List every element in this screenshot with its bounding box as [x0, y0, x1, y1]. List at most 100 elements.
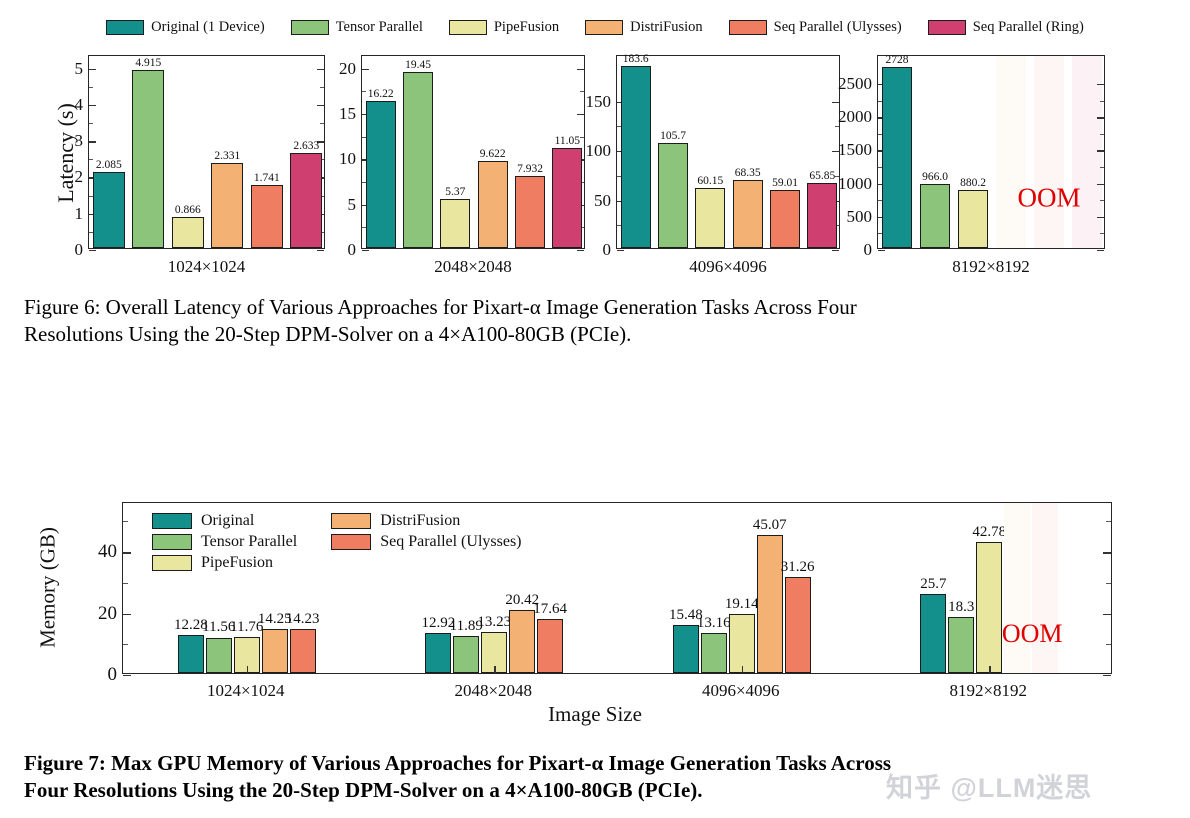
- legend-item-0[interactable]: Original: [152, 512, 297, 530]
- y-tick-label: 1000: [838, 173, 872, 193]
- bar-Tensor Parallel-4096×4096: [700, 632, 727, 673]
- legend-item-3[interactable]: Seq Parallel (Ulysses): [331, 533, 522, 551]
- y-tick-label: 20: [98, 602, 117, 624]
- legend-item-0[interactable]: Original (1 Device): [106, 19, 265, 36]
- y-minor-tick: [362, 227, 366, 229]
- legend-swatch-icon: [448, 19, 487, 35]
- figure-7-caption: Figure 7: Max GPU Memory of Various Appr…: [24, 750, 1174, 805]
- y-tick-label: 500: [846, 206, 873, 226]
- y-tick-mark: [878, 117, 885, 119]
- bar-Seq Parallel (Ulysses): [250, 184, 283, 248]
- legend-item-4[interactable]: PipeFusion: [152, 554, 297, 572]
- legend-label: Seq Parallel (Ring): [972, 18, 1084, 35]
- y-minor-tick-right: [1100, 133, 1104, 135]
- bar-value-label: 68.35: [734, 167, 761, 180]
- y-tick-mark-right: [317, 141, 324, 143]
- legend-label: PipeFusion: [201, 554, 274, 571]
- y-tick-mark: [89, 213, 96, 216]
- bar-value-label: 14.25: [257, 611, 292, 628]
- bar-Original-2048×2048: [425, 633, 452, 673]
- y-tick-mark: [89, 177, 96, 179]
- legend-swatch-icon: [927, 19, 966, 35]
- latency-panel-2048×2048: 0 5 10 15 20 16.22 19.45 5.37 9.622 7.932 11.05: [339, 55, 585, 259]
- y-tick-mark-right: [1097, 150, 1104, 152]
- y-tick-mark-right: [577, 250, 584, 252]
- legend-item-1[interactable]: DistriFusion: [331, 512, 521, 530]
- y-minor-tick: [878, 200, 882, 202]
- y-tick-mark: [123, 675, 131, 677]
- y-minor-tick: [617, 175, 621, 177]
- bar-value-label: 42.78: [972, 523, 1007, 540]
- y-tick-mark: [89, 104, 96, 107]
- oom-label: OOM: [1001, 618, 1063, 648]
- y-tick-mark: [617, 101, 624, 103]
- bar-value-label: 12.92: [421, 615, 456, 632]
- bar-value-label: 11.56: [202, 619, 236, 636]
- bar-PipeFusion: [695, 188, 726, 248]
- x-category-label: 8192×8192: [952, 257, 1030, 276]
- y-tick-label: 50: [594, 190, 611, 210]
- bar-PipeFusion-1024×1024: [233, 636, 260, 673]
- bar-value-label: 105.7: [660, 130, 686, 143]
- x-category-label: 2048×2048: [434, 257, 512, 276]
- y-tick-label: 10: [339, 149, 356, 169]
- legend-label: PipeFusion: [493, 18, 560, 35]
- bar-value-label: 0.866: [174, 203, 201, 216]
- bar-PipeFusion: [440, 199, 471, 248]
- y-minor-tick: [878, 166, 882, 168]
- bar-Seq Parallel (Ulysses): [515, 176, 545, 248]
- bar-value-label: 31.26: [780, 558, 815, 575]
- x-tick-mark: [246, 666, 249, 673]
- y-tick-mark-right: [1103, 675, 1111, 677]
- y-tick-mark: [878, 250, 885, 252]
- oom-placeholder-band: [1032, 503, 1059, 673]
- bar-value-label: 2.633: [293, 139, 320, 152]
- memory-plot-box: 0 20 40 12.28 11.56 11.76 14.25 14.23 12.92 11.89…: [98, 502, 1112, 685]
- bar-value-label: 2.085: [95, 159, 122, 172]
- legend-item-1[interactable]: Tensor Parallel: [290, 19, 423, 36]
- y-tick-mark-right: [317, 68, 324, 71]
- y-tick-label: 2: [74, 167, 84, 187]
- bar-Original (1 Device): [620, 66, 651, 248]
- y-minor-tick-right: [1100, 166, 1104, 168]
- bar-Original-8192×8192: [920, 594, 947, 673]
- y-tick-mark: [89, 141, 96, 143]
- bar-value-label: 13.16: [696, 614, 731, 631]
- legend-item-5[interactable]: Seq Parallel (Ring): [927, 18, 1084, 36]
- y-tick-mark: [362, 250, 369, 252]
- x-tick-mark: [494, 666, 496, 673]
- figure-6-caption-line-1: Figure 6: Overall Latency of Various App…: [24, 295, 857, 319]
- bar-Tensor Parallel: [919, 183, 951, 248]
- y-minor-tick-right: [1100, 200, 1104, 202]
- legend-swatch-icon: [152, 513, 192, 529]
- legend-item-4[interactable]: Seq Parallel (Ulysses): [728, 19, 902, 36]
- bar-PipeFusion-8192×8192: [976, 541, 1003, 673]
- y-minor-tick: [123, 582, 128, 584]
- y-tick-label: 3: [74, 131, 84, 151]
- y-tick-mark: [362, 204, 369, 207]
- bar-Original-4096×4096: [672, 625, 699, 673]
- y-minor-tick: [362, 136, 366, 138]
- bar-value-label: 13.23: [477, 614, 512, 631]
- bar-value-label: 18.3: [948, 598, 975, 615]
- legend-swatch-icon: [290, 19, 329, 35]
- y-minor-tick-right: [835, 175, 839, 177]
- bar-Seq Parallel (Ulysses)-2048×2048: [537, 618, 564, 673]
- y-tick-mark-right: [832, 250, 839, 252]
- y-tick-label: 2500: [838, 73, 872, 93]
- figure-6-latency: Original (1 Device) Tensor Parallel PipeFu…: [0, 0, 1190, 290]
- y-tick-mark-right: [1097, 183, 1104, 185]
- x-category-label: 4096×4096: [701, 681, 780, 700]
- legend-item-2[interactable]: Tensor Parallel: [152, 533, 297, 551]
- y-tick-mark: [617, 200, 624, 202]
- bar-DistriFusion-4096×4096: [756, 534, 783, 673]
- y-tick-mark: [878, 83, 885, 86]
- legend-item-3[interactable]: DistriFusion: [585, 19, 703, 36]
- bar-Tensor Parallel-8192×8192: [948, 616, 975, 673]
- bar-value-label: 45.07: [752, 516, 787, 533]
- x-category-label: 1024×1024: [167, 257, 246, 276]
- y-tick-mark-right: [1097, 216, 1104, 219]
- legend-item-2[interactable]: PipeFusion: [448, 18, 560, 36]
- y-minor-tick: [362, 91, 366, 93]
- bar-Tensor Parallel: [658, 143, 688, 248]
